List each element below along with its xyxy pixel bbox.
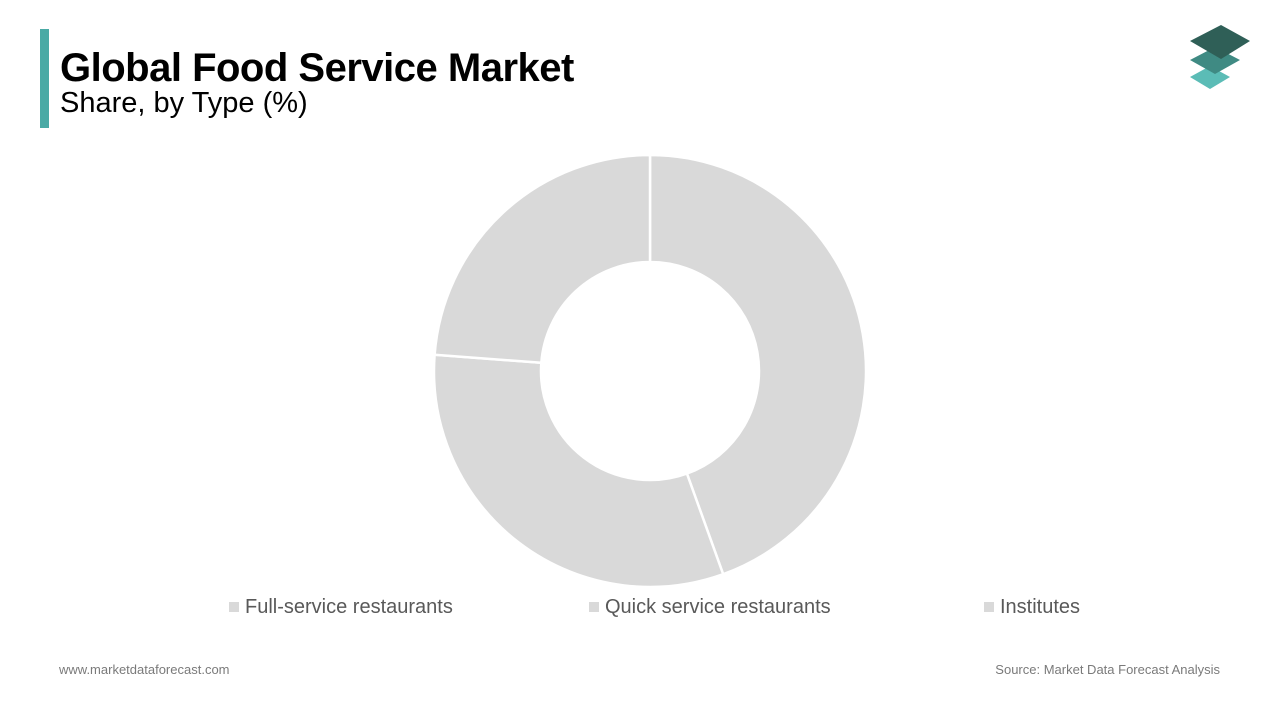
title-accent-bar [40,29,49,128]
legend-item: Institutes [984,594,1080,620]
legend-swatch [589,602,599,612]
legend-swatch [984,602,994,612]
chart-title: Global Food Service Market [60,46,574,90]
logo-layer-top [1190,25,1250,59]
legend-label: Institutes [1000,596,1081,618]
legend-swatch [229,602,239,612]
logo-layer-bottom [1190,66,1230,89]
chart-legend: Full-service restaurants Quick service re… [0,594,1280,620]
stacked-layers-logo-icon [1190,25,1250,89]
donut-slice-quick-service-restaurants [432,353,725,589]
legend-item: Full-service restaurants [229,594,453,620]
legend-item: Quick service restaurants [589,594,831,620]
website-url: www.marketdataforecast.com [59,662,230,677]
chart-subtitle: Share, by Type (%) [60,87,308,119]
source-note: Source: Market Data Forecast Analysis [995,662,1220,677]
donut-chart [432,153,868,589]
legend-label: Quick service restaurants [605,596,831,618]
donut-slice-full-service-restaurants [648,153,868,576]
donut-slice-institutes [433,153,652,365]
legend-label: Full-service restaurants [245,596,453,618]
